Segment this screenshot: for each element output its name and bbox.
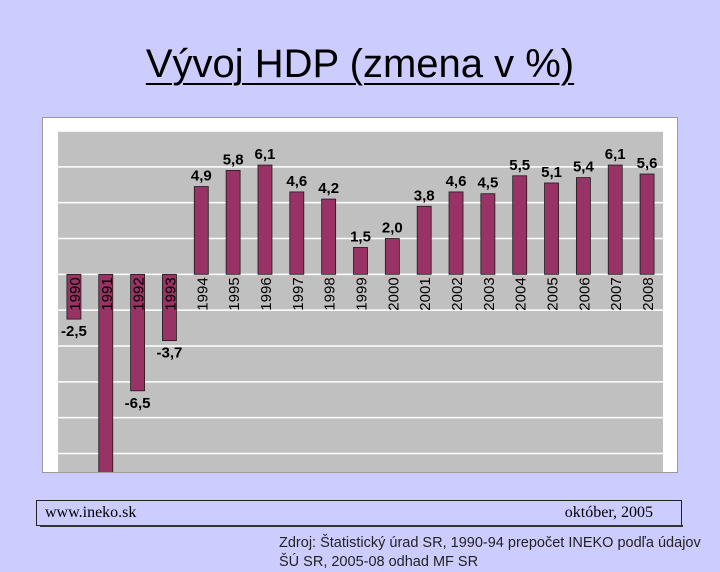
- bar-1999: [353, 247, 368, 275]
- tick-label-2001: 2001: [417, 277, 434, 310]
- bar-2000: [384, 238, 400, 275]
- chart-frame: 1990-2,51991-14,61992-6,51993-3,719944,9…: [42, 117, 701, 570]
- tick-label-2008: 2008: [640, 277, 657, 310]
- footer-shadow: [40, 525, 683, 527]
- tick-label-2005: 2005: [545, 277, 562, 310]
- bar-1992: [130, 273, 146, 392]
- bar-2002: [448, 191, 464, 275]
- plot-area: [58, 131, 663, 472]
- data-label-1994: 4,9: [191, 168, 212, 185]
- tick-label-2004: 2004: [513, 277, 530, 310]
- data-label-1999: 1,5: [350, 228, 371, 245]
- data-label-1998: 4,2: [318, 180, 339, 197]
- data-label-2003: 4,5: [477, 175, 498, 192]
- tick-label-1991: 1991: [99, 277, 116, 310]
- bar-1990: [66, 273, 82, 320]
- slide-title: Vývoj HDP (zmena v %): [145, 42, 575, 86]
- tick-label-2000: 2000: [385, 277, 402, 310]
- tick-label-1993: 1993: [162, 277, 179, 310]
- bar-1993: [162, 273, 177, 342]
- data-label-2006: 5,4: [573, 159, 595, 176]
- footer-website: www.ineko.sk: [45, 504, 137, 521]
- bar-2004: [512, 175, 528, 275]
- data-label-2002: 4,6: [446, 173, 467, 190]
- data-label-1997: 4,6: [286, 173, 307, 190]
- data-label-1996: 6,1: [255, 146, 276, 163]
- bar-2003: [480, 193, 496, 275]
- tick-label-1994: 1994: [194, 277, 211, 310]
- bar-2006: [575, 177, 591, 275]
- data-label-1992: -6,5: [125, 395, 151, 412]
- data-label-2008: 5,6: [637, 155, 658, 172]
- footer-bar: www.ineko.sk október, 2005: [36, 500, 682, 526]
- gdp-bar-chart: 1990-2,51991-14,61992-6,51993-3,719944,9…: [58, 130, 663, 472]
- tick-label-1995: 1995: [226, 277, 243, 310]
- bar-1997: [289, 191, 305, 275]
- bar-1991: [98, 273, 114, 472]
- data-label-1995: 5,8: [223, 151, 244, 168]
- data-label-1993: -3,7: [157, 345, 183, 362]
- data-label-2004: 5,5: [509, 157, 530, 174]
- data-label-2005: 5,1: [541, 164, 562, 181]
- bar-2007: [607, 164, 623, 275]
- footer-date: október, 2005: [564, 504, 653, 521]
- tick-label-2006: 2006: [576, 277, 593, 310]
- bar-2005: [544, 182, 559, 275]
- tick-label-2002: 2002: [449, 277, 466, 310]
- bar-2008: [639, 173, 655, 275]
- data-label-2007: 6,1: [605, 146, 626, 163]
- data-label-1990: -2,5: [61, 323, 87, 340]
- tick-label-1996: 1996: [258, 277, 275, 310]
- tick-label-1997: 1997: [290, 277, 307, 310]
- tick-label-1990: 1990: [67, 277, 84, 310]
- bar-1995: [225, 170, 241, 275]
- bar-1996: [257, 164, 273, 275]
- bar-1998: [321, 198, 337, 275]
- tick-label-2003: 2003: [481, 277, 498, 310]
- tick-label-1999: 1999: [354, 277, 371, 310]
- bar-2001: [416, 205, 432, 275]
- data-label-2001: 3,8: [414, 187, 435, 204]
- bar-1994: [193, 186, 209, 275]
- tick-label-1992: 1992: [131, 277, 148, 310]
- tick-label-1998: 1998: [322, 277, 339, 310]
- data-label-2000: 2,0: [382, 220, 403, 237]
- tick-label-2007: 2007: [608, 277, 625, 310]
